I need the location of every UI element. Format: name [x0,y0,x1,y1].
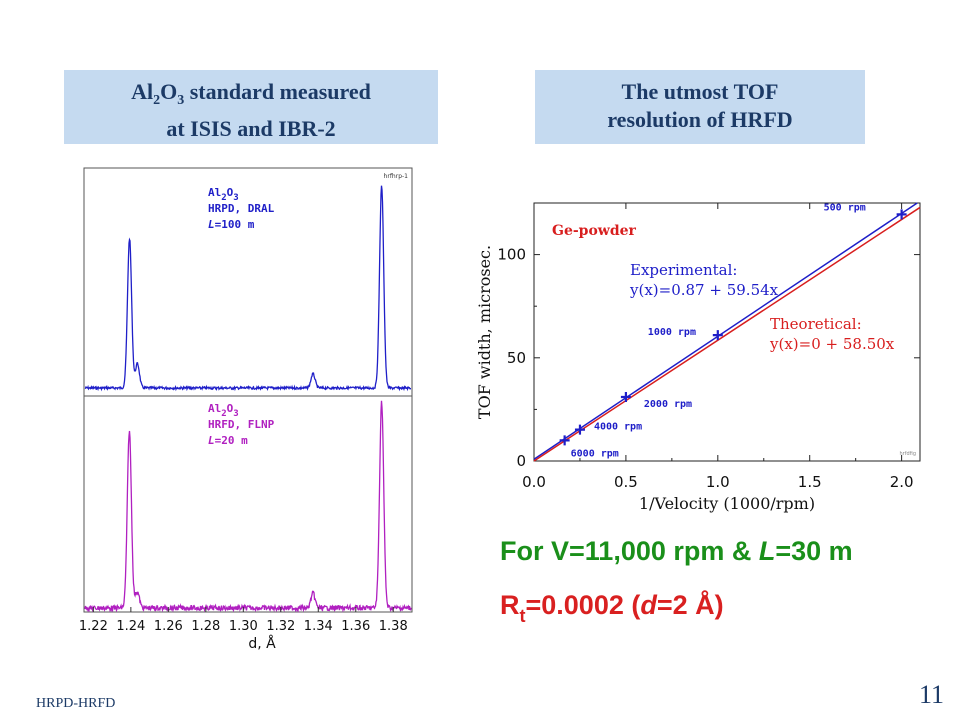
title-text-line1: The utmost TOF [621,79,779,104]
data-point-label: 2000 rpm [644,399,692,410]
data-point [896,209,907,220]
fit-line-theoretical [533,206,921,462]
x-tick-label: 1.34 [304,619,333,634]
note-text: =0.0002 ( [525,590,641,620]
x-tick-label: 1.36 [341,619,370,634]
footer-label: HRPD-HRFD [36,696,116,711]
x-tick-label: 0.0 [522,473,546,491]
legend-theoretical-equation: y(x)=0 + 58.50x [769,335,895,353]
legend-length: L=100 m [208,218,255,231]
legend-instrument: HRPD, DRAL [208,202,275,215]
x-tick-label: 0.5 [614,473,638,491]
velocity-length-note: For V=11,000 rpm & L=30 m [500,536,853,567]
right-panel-title: The utmost TOF resolution of HRFD [535,70,865,144]
legend-formula: Al2O3 [208,402,239,419]
data-point-label: 1000 rpm [648,327,696,338]
legend-experimental-name: Experimental: [630,261,737,279]
plot-frame [533,202,921,462]
data-point-label: 500 rpm [824,202,866,213]
x-tick-label: 1.22 [79,619,108,634]
x-axis-label: 1/Velocity (1000/rpm) [639,494,815,513]
legend-formula: Al2O3 [208,186,239,203]
x-axis-label: d, Å [248,635,276,652]
subscript: t [519,606,526,626]
x-tick-label: 1.5 [798,473,822,491]
x-tick-label: 1.0 [706,473,730,491]
corner-label: hrfhrp-1 [384,173,409,180]
legend-length: L=20 m [208,434,248,447]
corner-label: hrfdfig [900,451,916,457]
x-tick-label: 1.32 [266,619,295,634]
legend-instrument: HRFD, FLNP [208,418,275,431]
chart-title: Ge-powder [552,223,637,239]
y-tick-label: 50 [507,349,526,367]
spectrum-line-bottom [84,400,412,613]
x-tick-label: 1.38 [379,619,408,634]
title-text-line2: resolution of HRFD [607,107,793,132]
title-text-line2: at ISIS and IBR-2 [166,116,336,141]
x-tick-label: 1.30 [229,619,258,634]
tof-resolution-chart: 0.0 0.5 1.0 1.5 2.0 0 50 100 1/Velocity (1000/rp… [475,202,921,513]
note-text: For V=11,000 rpm & [500,536,759,566]
data-point-label: 4000 rpm [594,422,642,433]
data-point [559,435,570,446]
title-text: Al [131,79,154,104]
data-point [620,392,631,403]
x-tick-label: 2.0 [890,473,914,491]
y-tick-label: 0 [516,452,526,470]
title-text: O [160,79,178,104]
data-point-label: 6000 rpm [571,448,619,459]
page-number: 11 [918,680,944,709]
x-tick-label: 1.28 [191,619,220,634]
resolution-note: Rt=0.0002 (d=2 Å) [500,590,724,627]
subscript: 2 [153,93,161,108]
note-italic-l: L [758,536,776,566]
note-italic-d: d [640,590,657,620]
legend-theoretical-name: Theoretical: [770,315,862,333]
spectrum-line-top [84,185,411,392]
title-text: standard measured [184,79,371,104]
y-tick-label: 100 [497,246,526,264]
note-text: =2 Å) [656,590,724,620]
x-tick-label: 1.26 [154,619,183,634]
legend-experimental-equation: y(x)=0.87 + 59.54x [629,281,779,299]
note-text: R [500,590,520,620]
plot-frame [83,167,413,613]
data-point [712,330,723,341]
x-tick-label: 1.24 [116,619,145,634]
left-panel-title: Al2O3 standard measured at ISIS and IBR-… [64,70,438,144]
note-text: =30 m [775,536,853,566]
subscript: 3 [177,93,185,108]
y-axis-label: TOF width, microsec. [475,245,494,419]
data-point [574,424,585,435]
fit-line-experimental [533,202,918,460]
